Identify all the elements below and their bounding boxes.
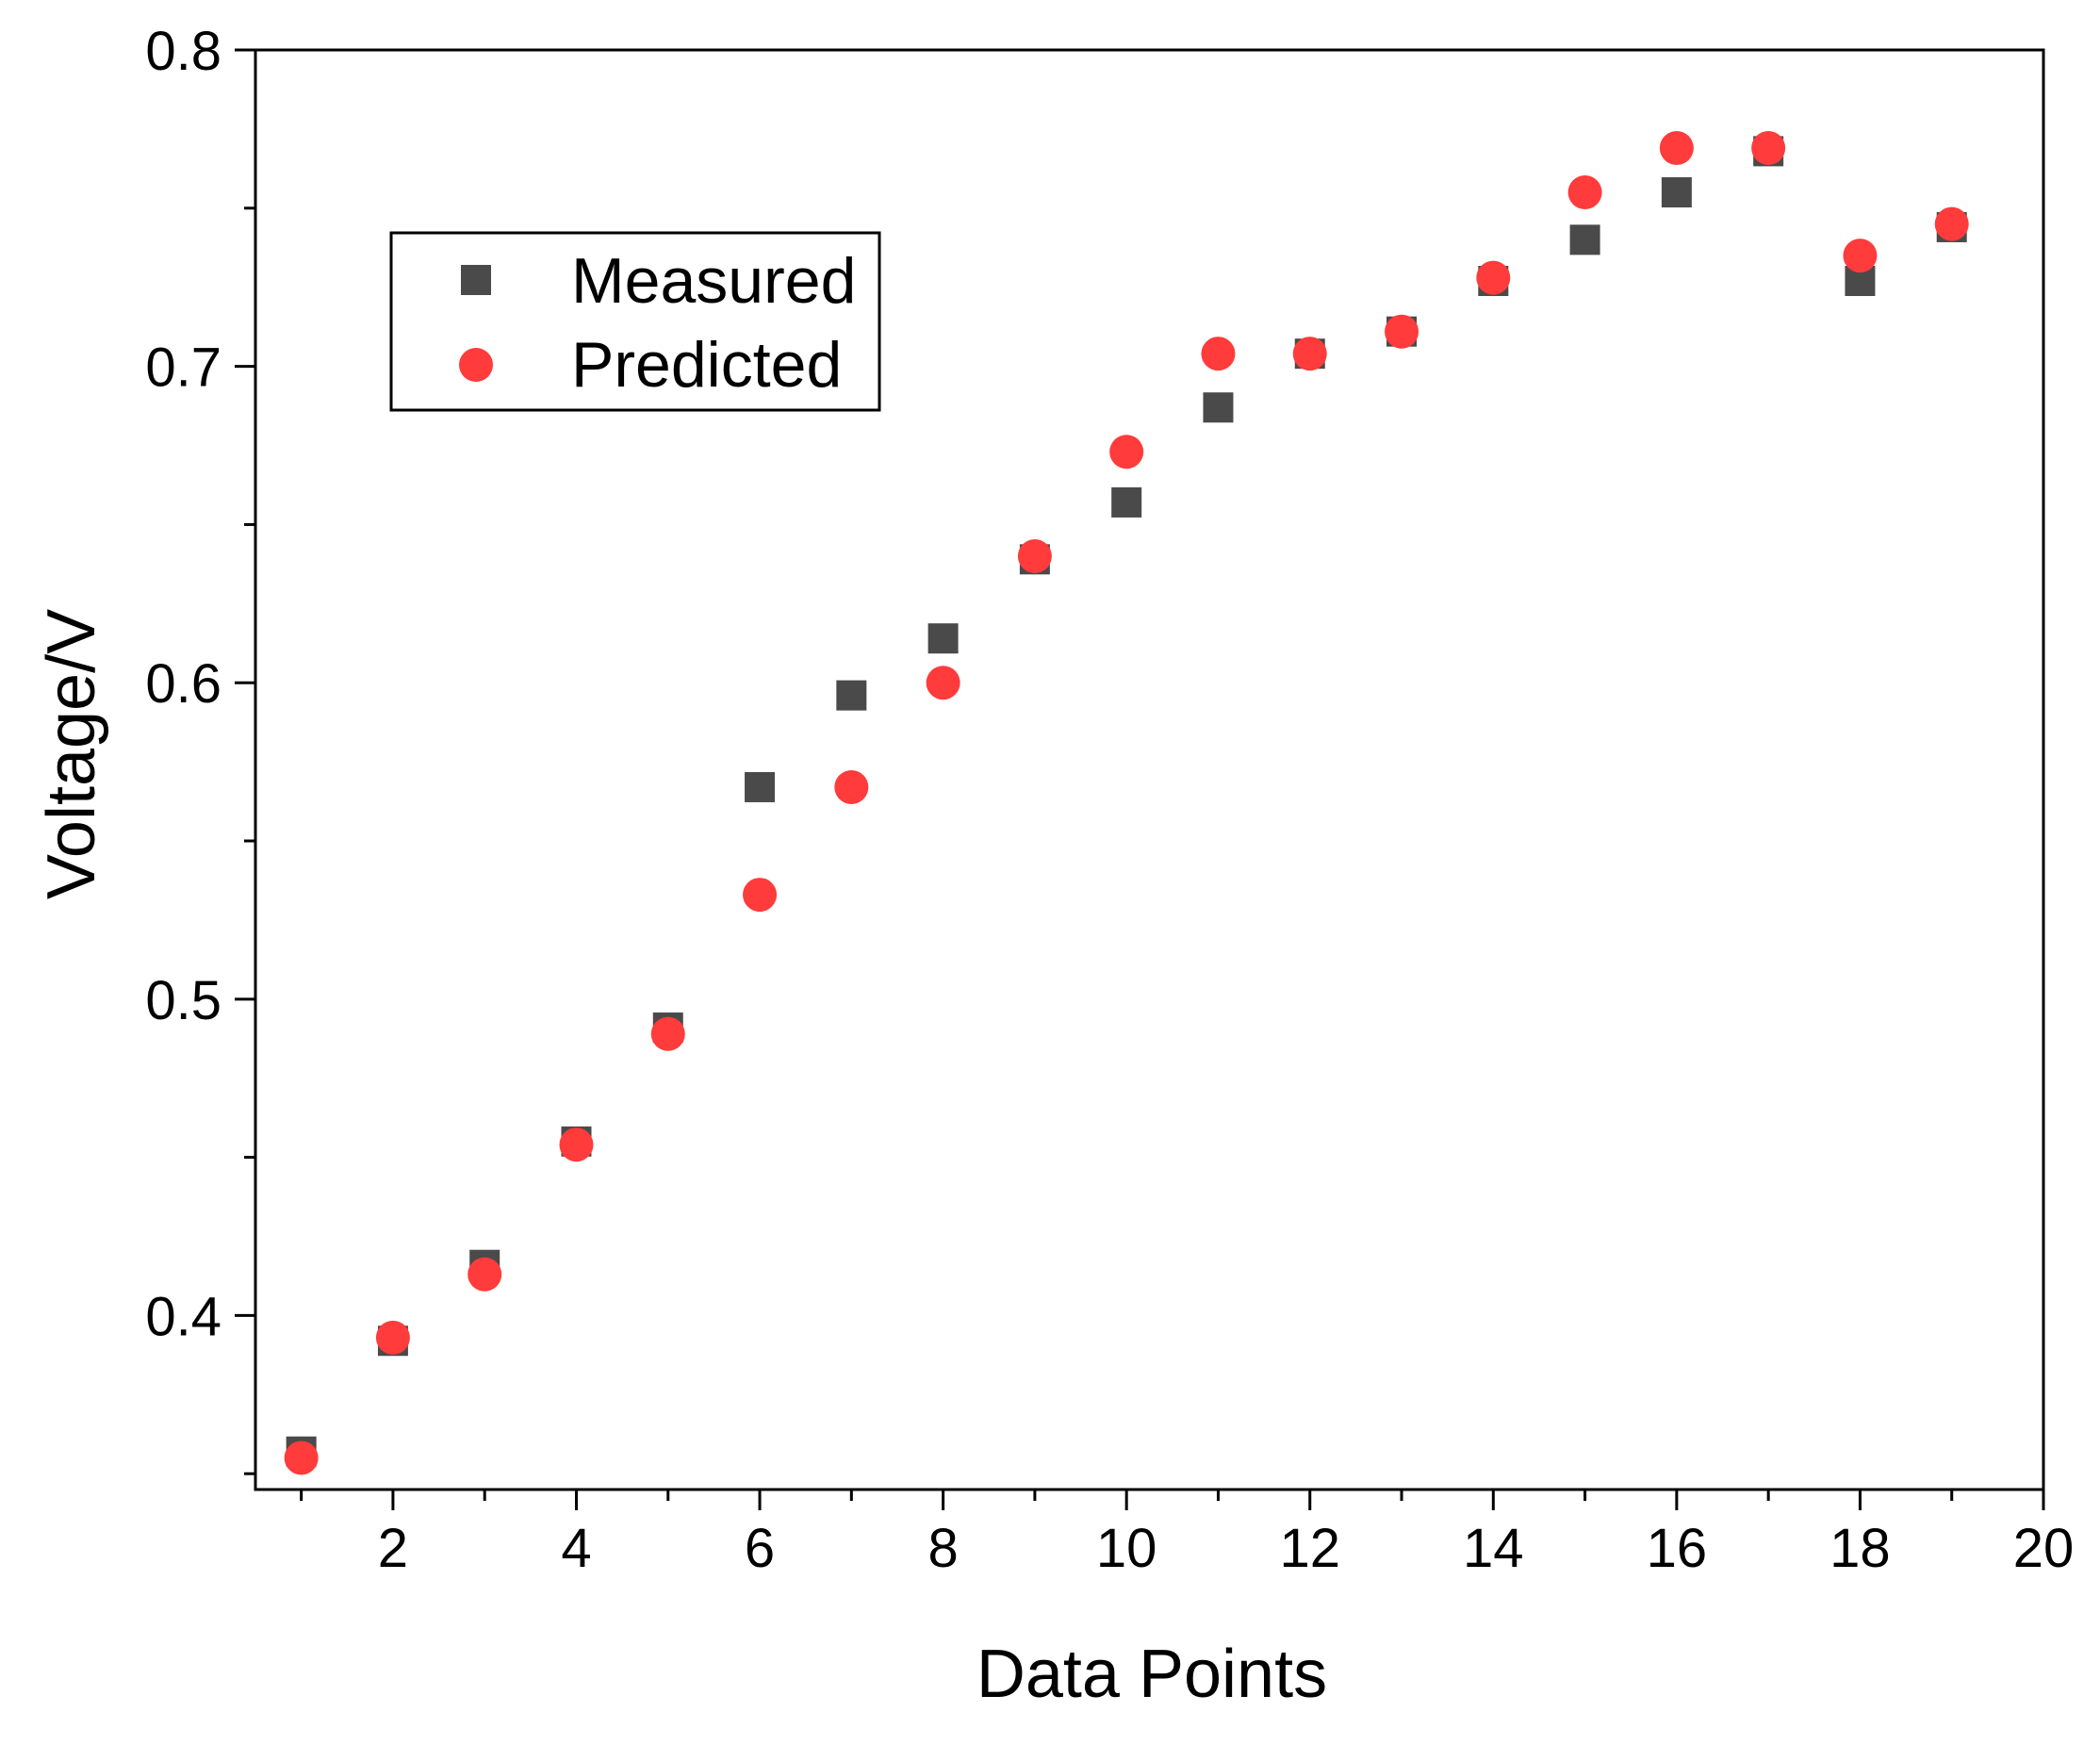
predicted-point xyxy=(1292,337,1327,371)
measured-point xyxy=(1111,486,1142,518)
x-tick-label: 18 xyxy=(1829,1518,1891,1579)
predicted-point xyxy=(559,1128,594,1162)
measured-point xyxy=(927,623,959,654)
x-axis-title: Data Points xyxy=(976,1637,1327,1712)
x-tick-label: 4 xyxy=(561,1518,591,1579)
x-tick-label: 12 xyxy=(1279,1518,1340,1579)
predicted-point xyxy=(1385,314,1419,349)
y-tick-label: 0.8 xyxy=(145,21,221,82)
measured-point xyxy=(836,680,867,711)
predicted-point xyxy=(926,666,960,700)
legend-label-predicted: Predicted xyxy=(571,329,842,401)
predicted-point xyxy=(1109,435,1144,469)
x-tick-label: 16 xyxy=(1647,1518,1708,1579)
predicted-point xyxy=(1017,538,1052,573)
legend: Measured Predicted xyxy=(389,231,881,412)
y-tick-label: 0.7 xyxy=(145,337,221,399)
x-tick-label: 20 xyxy=(2013,1518,2075,1579)
predicted-point xyxy=(743,878,778,913)
series-layer xyxy=(284,131,1969,1475)
x-axis: 2 4 6 8 10 12 14 16 18 20 xyxy=(300,1490,2075,1579)
measured-point xyxy=(1569,224,1600,255)
predicted-point xyxy=(834,769,869,804)
predicted-point xyxy=(375,1320,410,1355)
measured-point xyxy=(745,771,776,802)
predicted-point xyxy=(1201,337,1236,371)
predicted-point xyxy=(468,1257,502,1292)
predicted-point xyxy=(1476,260,1511,295)
measured-point xyxy=(1203,392,1234,423)
predicted-point xyxy=(1843,239,1878,273)
series-predicted xyxy=(284,131,1969,1475)
legend-marker-predicted xyxy=(459,348,493,382)
predicted-point xyxy=(284,1440,319,1475)
y-axis-title: Voltage/V xyxy=(34,609,109,899)
predicted-point xyxy=(1567,175,1602,210)
x-tick-label: 2 xyxy=(378,1518,408,1579)
x-tick-label: 8 xyxy=(927,1518,958,1579)
predicted-point xyxy=(1659,131,1694,166)
plot-border xyxy=(254,48,2045,1491)
plot-frame xyxy=(254,48,2045,1491)
legend-label-measured: Measured xyxy=(571,245,856,317)
y-tick-label: 0.5 xyxy=(145,970,221,1031)
x-tick-label: 6 xyxy=(745,1518,775,1579)
y-tick-label: 0.6 xyxy=(145,653,221,715)
predicted-point xyxy=(1934,206,1969,241)
x-tick-label: 14 xyxy=(1463,1518,1524,1579)
legend-marker-measured xyxy=(461,265,491,295)
y-tick-label: 0.4 xyxy=(145,1286,221,1347)
predicted-point xyxy=(1751,131,1786,166)
predicted-point xyxy=(650,1016,685,1051)
measured-point xyxy=(1661,177,1692,208)
y-axis: 0.4 0.5 0.6 0.7 0.8 xyxy=(145,21,255,1475)
x-tick-label: 10 xyxy=(1096,1518,1157,1579)
